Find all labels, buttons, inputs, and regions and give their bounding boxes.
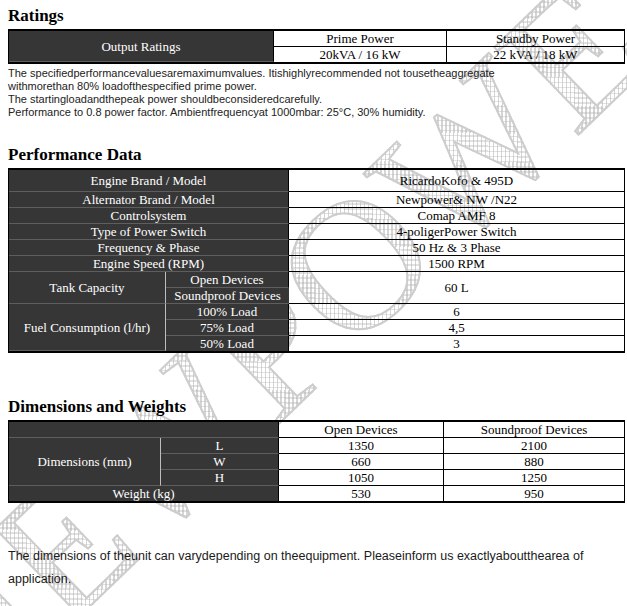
dimensions-empty-header [9, 422, 279, 438]
frequency-phase-value: 50 Hz & 3 Phase [289, 240, 624, 256]
fuel-100-label: 100% Load [166, 304, 289, 320]
section-heading-ratings: Ratings [8, 0, 627, 26]
performance-table: Engine Brand / Model RicardoKofo & 495D … [8, 168, 625, 353]
fuel-75-label: 75% Load [166, 320, 289, 336]
section-heading-performance: Performance Data [8, 145, 627, 165]
ratings-table: Output Ratings Prime Power Standby Power… [8, 29, 625, 64]
dimension-h-soundproof-value: 1250 [444, 470, 624, 486]
prime-power-header: Prime Power [274, 31, 447, 47]
fuel-100-value: 6 [289, 304, 624, 320]
dimension-h-label: H [161, 470, 279, 486]
tank-capacity-label: Tank Capacity [9, 272, 166, 304]
tank-soundproof-devices-label: Soundproof Devices [166, 288, 289, 304]
frequency-phase-label: Frequency & Phase [9, 240, 289, 256]
note-line: The startingloadandthepeak power shouldb… [8, 93, 627, 106]
standby-power-value: 22 kVA / 18 kW [447, 47, 624, 62]
power-switch-label: Type of Power Switch [9, 224, 289, 240]
dimensions-group-label: Dimensions (mm) [9, 438, 161, 486]
open-devices-header: Open Devices [279, 422, 444, 438]
dimension-l-open-value: 1350 [279, 438, 444, 454]
dimension-h-open-value: 1050 [279, 470, 444, 486]
section-heading-dimensions: Dimensions and Weights [8, 397, 627, 417]
note-line: The specifiedperformancevaluesaremaximum… [8, 67, 627, 80]
output-ratings-label: Output Ratings [9, 31, 274, 62]
soundproof-devices-header: Soundproof Devices [444, 422, 624, 438]
dimension-l-label: L [161, 438, 279, 454]
engine-speed-value: 1500 RPM [289, 256, 624, 272]
control-system-value: Comap AMF 8 [289, 208, 624, 224]
ratings-notes: The specifiedperformancevaluesaremaximum… [8, 67, 627, 119]
dimension-w-open-value: 660 [279, 454, 444, 470]
fuel-50-value: 3 [289, 336, 624, 351]
footer-note: The dimensions of theunit can varydepend… [8, 545, 617, 591]
fuel-50-label: 50% Load [166, 336, 289, 351]
prime-power-value: 20kVA / 16 kW [274, 47, 447, 62]
tank-capacity-value: 60 L [289, 272, 624, 304]
weight-open-value: 530 [279, 486, 444, 501]
fuel-75-value: 4,5 [289, 320, 624, 336]
dimensions-table: Open Devices Soundproof Devices Dimensio… [8, 420, 625, 503]
dimension-l-soundproof-value: 2100 [444, 438, 624, 454]
datasheet-page: NEWPOWER Ratings Output Ratings Prime Po… [0, 0, 627, 606]
note-line: Performance to 0.8 power factor. Ambient… [8, 106, 627, 119]
alternator-brand-label: Alternator Brand / Model [9, 192, 289, 208]
control-system-label: Controlsystem [9, 208, 289, 224]
weight-label: Weight (kg) [9, 486, 279, 501]
tank-open-devices-label: Open Devices [166, 272, 289, 288]
dimension-w-label: W [161, 454, 279, 470]
alternator-brand-value: Newpower& NW /N22 [289, 192, 624, 208]
engine-brand-value: RicardoKofo & 495D [289, 170, 624, 192]
standby-power-header: Standby Power [447, 31, 624, 47]
note-line: withmorethan 80% loadofthespecified prim… [8, 80, 627, 93]
engine-brand-label: Engine Brand / Model [9, 170, 289, 192]
dimension-w-soundproof-value: 880 [444, 454, 624, 470]
weight-soundproof-value: 950 [444, 486, 624, 501]
engine-speed-label: Engine Speed (RPM) [9, 256, 289, 272]
fuel-consumption-label: Fuel Consumption (l/hr) [9, 304, 166, 351]
power-switch-value: 4-poligerPower Switch [289, 224, 624, 240]
